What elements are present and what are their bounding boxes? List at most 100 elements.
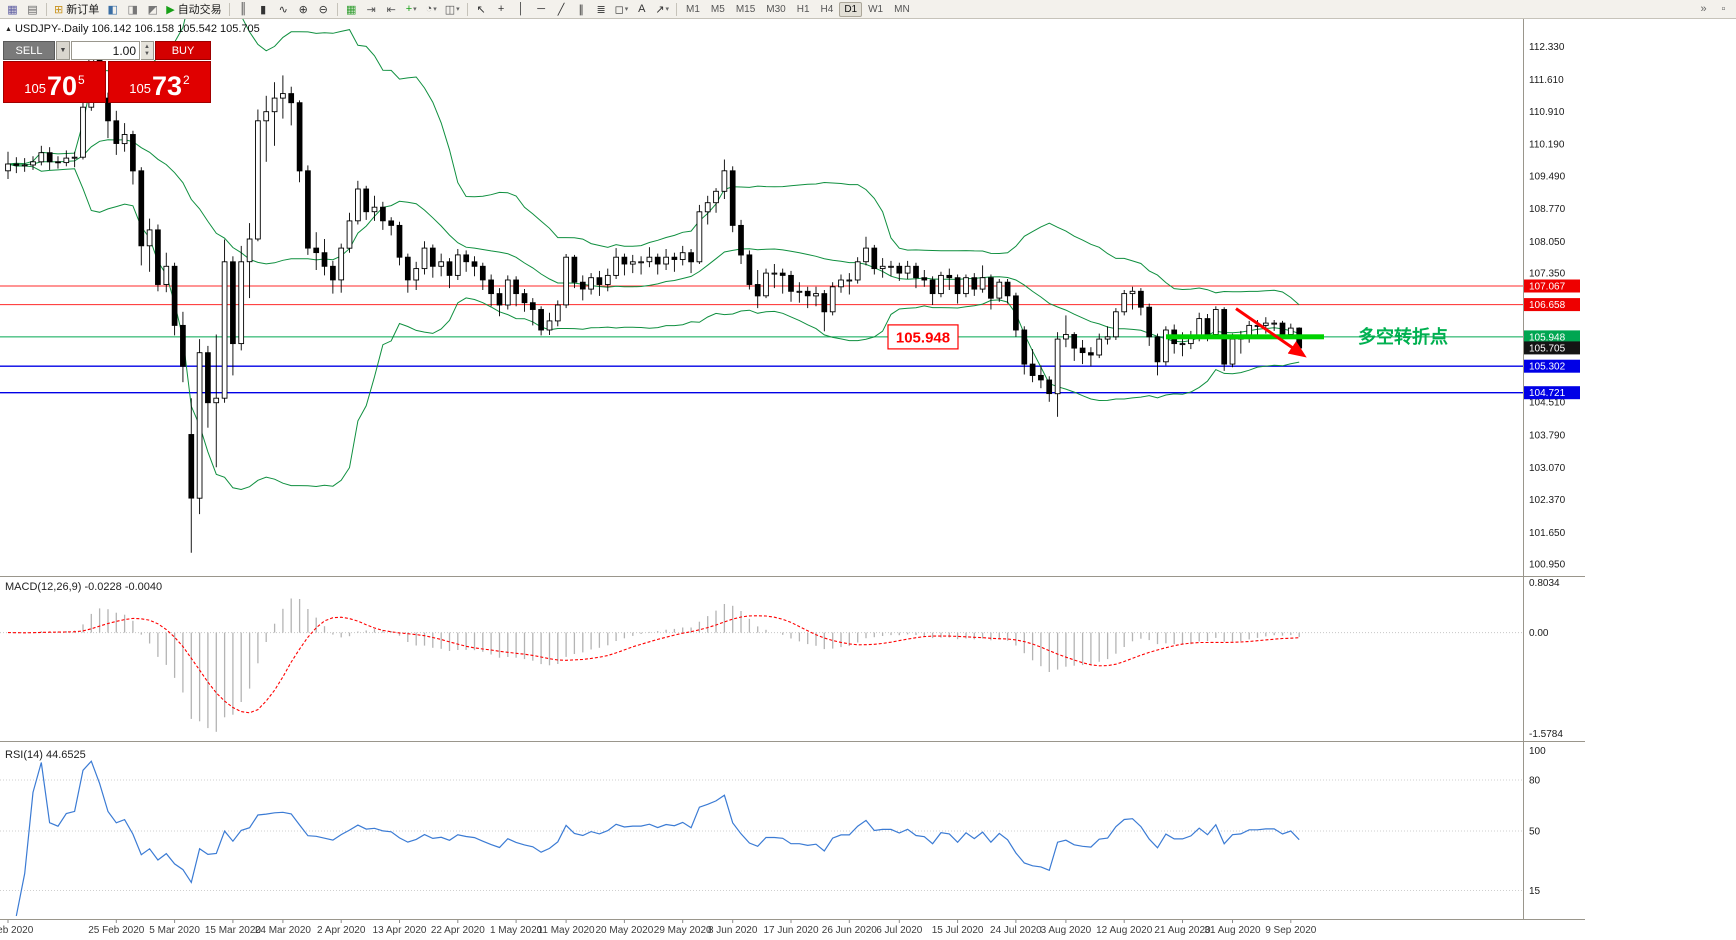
new-order-label: 新订单 xyxy=(66,4,100,16)
line-chart-mode-icon: ∿ xyxy=(278,3,288,16)
shapes-tool-button[interactable]: ◻ ▾ xyxy=(612,1,632,18)
timeframe-h4-button[interactable]: H4 xyxy=(820,3,834,15)
turning-point-label[interactable]: 多空转折点 xyxy=(1358,326,1448,347)
text-tool-button[interactable]: A xyxy=(632,1,651,18)
volume-input[interactable]: 1.00 xyxy=(71,41,140,60)
buy-button[interactable]: BUY xyxy=(155,41,211,60)
timeframe-m15-button[interactable]: M15 xyxy=(735,3,756,15)
new-order-icon: ⊞ xyxy=(54,3,64,16)
indicators-add-button[interactable]: + ▾ xyxy=(402,1,421,18)
candle-body xyxy=(646,256,653,263)
candle-body xyxy=(1071,334,1078,349)
candle-body xyxy=(671,256,678,260)
price-axis[interactable]: 112.330 111.610 110.910 110.190 109.490 108.7… xyxy=(1524,42,1580,571)
candle-body xyxy=(121,134,128,145)
timeframe-m1-button[interactable]: M1 xyxy=(686,3,700,15)
candle-body xyxy=(1113,311,1119,338)
sell-price-base: 105 xyxy=(24,81,46,96)
candle-body xyxy=(1138,290,1144,308)
sell-button[interactable]: SELL xyxy=(3,41,55,60)
timeframe-d1-button[interactable]: D1 xyxy=(839,1,863,17)
data-window-button[interactable]: ◨ xyxy=(123,1,142,18)
crosshair-button[interactable]: + xyxy=(492,1,511,18)
auto-trading-button[interactable]: ▶ 自动交易 xyxy=(163,1,224,18)
timeframe-m30-button[interactable]: M30 xyxy=(766,3,786,15)
time-axis-label: 2 Apr 2020 xyxy=(317,925,366,936)
price-axis-label: 107.350 xyxy=(1529,269,1566,280)
time-axis-label: 22 Apr 2020 xyxy=(431,925,485,936)
candle-body xyxy=(913,265,919,279)
time-axis-label: 20 May 2020 xyxy=(595,925,653,936)
candle-body xyxy=(371,206,378,213)
candle-body xyxy=(446,261,453,276)
trade-panel-price-row: 105 70 5 105 73 2 xyxy=(3,61,211,103)
horizontal-level-lines[interactable] xyxy=(0,285,1523,394)
line-chart-mode-button[interactable]: ∿ xyxy=(274,1,293,18)
time-axis-label: 13 Apr 2020 xyxy=(373,925,427,936)
sell-price-button[interactable]: 105 70 5 xyxy=(3,61,106,103)
navigator-button[interactable]: ◩ xyxy=(143,1,162,18)
timeframe-m5-button[interactable]: M5 xyxy=(710,3,725,15)
horizontal-line-tool-button[interactable]: ─ xyxy=(532,1,551,18)
price-axis-label: 108.050 xyxy=(1529,237,1566,248)
candle-body xyxy=(746,254,753,285)
candle-body xyxy=(1088,352,1094,356)
chart-profiles-button[interactable]: ▤ xyxy=(23,1,42,18)
macd-axis-label: 0.8034 xyxy=(1529,578,1560,589)
new-chart-button[interactable]: ▦ xyxy=(3,1,22,18)
periods-button[interactable]: ◔ ▾ xyxy=(422,1,441,18)
time-axis-label: 5 Mar 2020 xyxy=(149,925,200,936)
auto-scroll-button[interactable]: ⇥ xyxy=(362,1,381,18)
candle-body xyxy=(704,202,711,213)
price-axis-label: 111.610 xyxy=(1529,75,1564,86)
buy-price-button[interactable]: 105 73 2 xyxy=(108,61,211,103)
candle-body xyxy=(813,293,819,297)
zoom-out-button[interactable]: ⊖ xyxy=(314,1,333,18)
tile-windows-button[interactable]: ▦ xyxy=(342,1,361,18)
candle-body xyxy=(363,188,370,213)
market-watch-button[interactable]: ◧ xyxy=(103,1,122,18)
candle-body xyxy=(921,277,928,281)
bar-chart-mode-button[interactable]: ║ xyxy=(234,1,253,18)
arrows-tool-button[interactable]: ↗ ▾ xyxy=(652,1,672,18)
volume-stepper[interactable]: ▲ ▼ xyxy=(141,41,154,60)
order-options-button[interactable]: ▼ xyxy=(56,41,70,60)
candle-body xyxy=(571,256,578,283)
candle-body xyxy=(404,256,411,281)
chart-ohlc-header: ▲ USDJPY-.Daily 106.142 106.158 105.542 1… xyxy=(5,23,260,35)
toolbar-overflow-button[interactable]: » xyxy=(1694,1,1713,18)
candlestick-mode-button[interactable]: ▮ xyxy=(254,1,273,18)
candle-body xyxy=(1079,347,1086,354)
vertical-line-tool-button[interactable]: │ xyxy=(512,1,531,18)
price-marker-text: 104.721 xyxy=(1529,388,1566,399)
window-dock-button[interactable]: ▫ xyxy=(1714,1,1733,18)
time-axis[interactable]: 6 Feb 2020 25 Feb 2020 5 Mar 2020 15 Mar 20… xyxy=(0,920,1317,936)
down-trend-arrow[interactable] xyxy=(1235,307,1307,358)
candle-body xyxy=(721,170,728,192)
channel-tool-button[interactable]: ∥ xyxy=(572,1,591,18)
templates-button[interactable]: ◫ ▾ xyxy=(442,1,463,18)
candle-body xyxy=(1287,327,1294,335)
fibonacci-tool-button[interactable]: ≣ xyxy=(592,1,611,18)
candle-body xyxy=(763,272,769,297)
candle-body xyxy=(105,97,111,122)
time-axis-label: 3 Aug 2020 xyxy=(1041,925,1092,936)
candle-body xyxy=(1004,281,1011,297)
cursor-button[interactable]: ↖ xyxy=(472,1,491,18)
price-callout-box[interactable] xyxy=(887,324,959,350)
price-marker-text: 105.948 xyxy=(1529,332,1566,343)
support-zone-segment[interactable] xyxy=(1166,334,1324,340)
rsi-axis: 100 80 50 15 xyxy=(1529,746,1546,897)
timeframe-w1-button[interactable]: W1 xyxy=(868,3,884,15)
candle-body xyxy=(1121,293,1128,313)
trendline-tool-button[interactable]: ╱ xyxy=(552,1,571,18)
timeframe-h1-button[interactable]: H1 xyxy=(796,3,810,15)
timeframe-mn-button[interactable]: MN xyxy=(894,3,910,15)
new-order-button[interactable]: ⊞ 新订单 xyxy=(51,1,102,18)
chart-shift-button[interactable]: ⇤ xyxy=(382,1,401,18)
candle-body xyxy=(521,293,528,304)
candle-body xyxy=(496,293,503,306)
zoom-in-button[interactable]: ⊕ xyxy=(294,1,313,18)
